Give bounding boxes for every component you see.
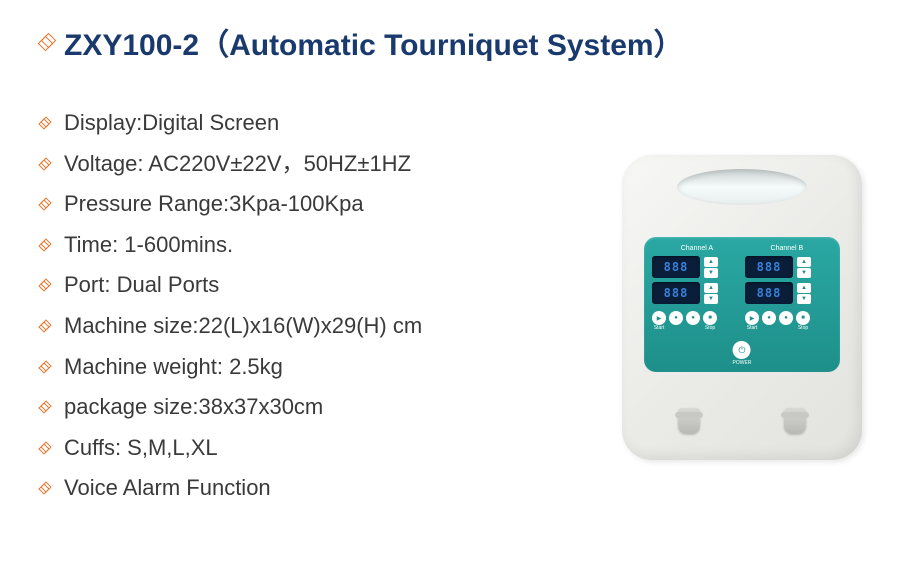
spec-item: Voice Alarm Function	[40, 474, 877, 503]
arrow-buttons: ▲ ▼	[797, 283, 811, 304]
spec-text: Voice Alarm Function	[64, 474, 271, 503]
down-arrow-icon: ▼	[797, 294, 811, 304]
product-title-row: ZXY100-2（Automatic Tourniquet System）	[40, 20, 877, 64]
display-row: 888 ▲ ▼	[745, 282, 832, 304]
device-illustration: Channel A Channel B 888 ▲ ▼ 888	[622, 155, 862, 460]
spec-text: Voltage: AC220V±22V，50HZ±1HZ	[64, 150, 411, 179]
spec-text: Display:Digital Screen	[64, 109, 279, 138]
seven-segment-display: 888	[652, 256, 700, 278]
spec-text: Cuffs: S,M,L,XL	[64, 434, 218, 463]
start-label: Start	[745, 325, 759, 331]
spec-text: Machine size:22(L)x16(W)x29(H) cm	[64, 312, 422, 341]
control-button-icon: ●	[669, 311, 683, 325]
arrow-buttons: ▲ ▼	[704, 257, 718, 278]
diamond-bullet-icon	[40, 35, 54, 49]
port-right	[783, 408, 807, 438]
channel-a: 888 ▲ ▼ 888 ▲ ▼	[652, 256, 739, 364]
start-label: Start	[652, 325, 666, 331]
display-row: 888 ▲ ▼	[652, 256, 739, 278]
up-arrow-icon: ▲	[704, 257, 718, 267]
diamond-bullet-icon	[40, 402, 50, 412]
spec-text: package size:38x37x30cm	[64, 393, 323, 422]
seven-segment-display: 888	[745, 282, 793, 304]
channel-a-label: Channel A	[681, 245, 713, 252]
stop-label: Stop	[796, 325, 810, 331]
spec-text: Time: 1-600mins.	[64, 231, 233, 260]
diamond-bullet-icon	[40, 362, 50, 372]
open-paren: （	[199, 29, 229, 62]
power-button-icon: ⏻	[733, 341, 751, 359]
device-body: Channel A Channel B 888 ▲ ▼ 888	[622, 155, 862, 460]
device-handle	[677, 169, 807, 205]
diamond-bullet-icon	[40, 443, 50, 453]
display-row: 888 ▲ ▼	[652, 282, 739, 304]
product-title: ZXY100-2（Automatic Tourniquet System）	[64, 20, 684, 64]
down-arrow-icon: ▼	[704, 294, 718, 304]
port-left	[677, 408, 701, 438]
control-button-icon: ●	[686, 311, 700, 325]
stop-button-icon: ■	[703, 311, 717, 325]
diamond-bullet-icon	[40, 118, 50, 128]
panel-header: Channel A Channel B	[652, 245, 832, 252]
down-arrow-icon: ▼	[704, 268, 718, 278]
diamond-bullet-icon	[40, 240, 50, 250]
diamond-bullet-icon	[40, 199, 50, 209]
spec-text: Port: Dual Ports	[64, 271, 219, 300]
stop-button-icon: ■	[796, 311, 810, 325]
stop-label: Stop	[703, 325, 717, 331]
product-name: Automatic Tourniquet System	[229, 29, 653, 62]
channel-b: 888 ▲ ▼ 888 ▲ ▼	[745, 256, 832, 364]
power-section: ⏻ POWER	[733, 341, 752, 366]
channel-b-label: Channel B	[771, 245, 804, 252]
spec-text: Pressure Range:3Kpa-100Kpa	[64, 190, 364, 219]
seven-segment-display: 888	[745, 256, 793, 278]
close-paren: ）	[654, 29, 684, 62]
model-number: ZXY100-2	[64, 29, 199, 62]
diamond-bullet-icon	[40, 280, 50, 290]
arrow-buttons: ▲ ▼	[704, 283, 718, 304]
display-row: 888 ▲ ▼	[745, 256, 832, 278]
down-arrow-icon: ▼	[797, 268, 811, 278]
start-button-icon: ▶	[745, 311, 759, 325]
control-button-icon: ●	[762, 311, 776, 325]
diamond-bullet-icon	[40, 321, 50, 331]
power-label: POWER	[733, 360, 752, 366]
device-control-panel: Channel A Channel B 888 ▲ ▼ 888	[644, 237, 840, 372]
port-ring	[675, 412, 703, 418]
spec-text: Machine weight: 2.5kg	[64, 353, 283, 382]
control-button-icon: ●	[779, 311, 793, 325]
up-arrow-icon: ▲	[797, 257, 811, 267]
diamond-bullet-icon	[40, 483, 50, 493]
up-arrow-icon: ▲	[704, 283, 718, 293]
seven-segment-display: 888	[652, 282, 700, 304]
arrow-buttons: ▲ ▼	[797, 257, 811, 278]
port-ring	[781, 412, 809, 418]
spec-item: Display:Digital Screen	[40, 109, 877, 138]
control-button-row: ▶ Start ● ● ■ Stop	[652, 311, 739, 331]
start-button-icon: ▶	[652, 311, 666, 325]
up-arrow-icon: ▲	[797, 283, 811, 293]
control-button-row: ▶ Start ● ● ■ Stop	[745, 311, 832, 331]
diamond-bullet-icon	[40, 159, 50, 169]
